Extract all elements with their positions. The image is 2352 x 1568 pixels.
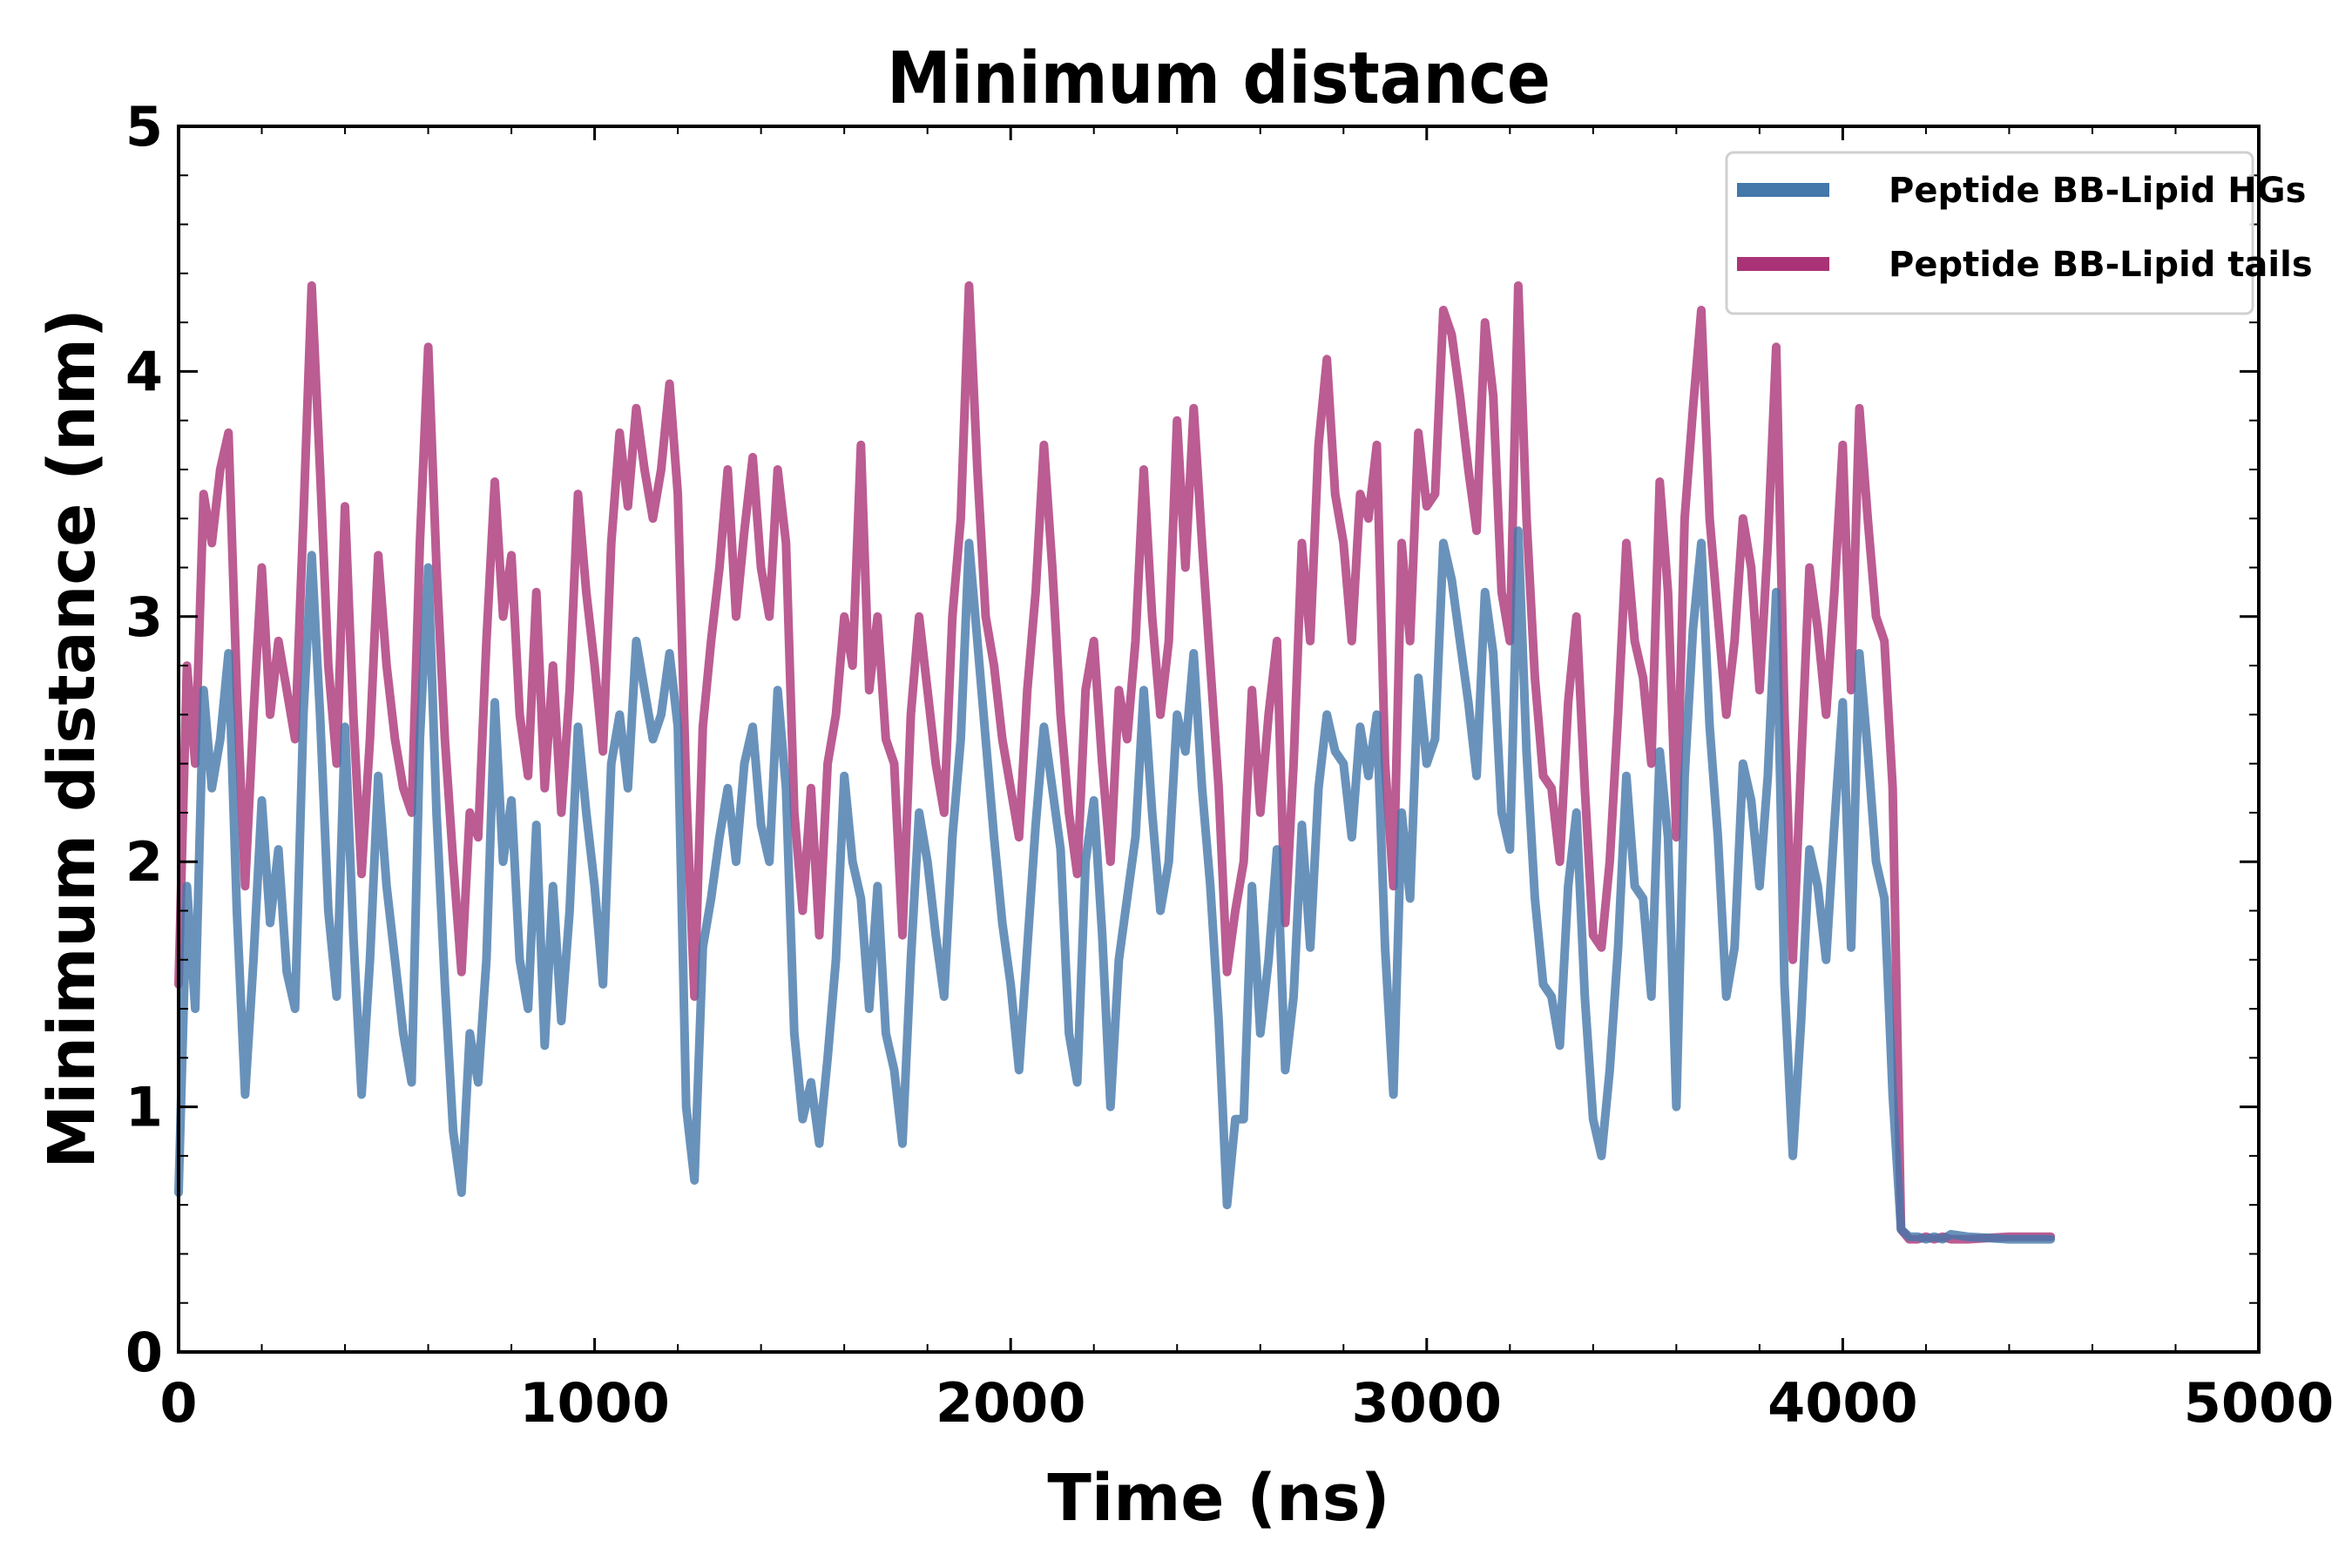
x-tick-label: 3000 <box>1352 1371 1503 1435</box>
y-tick-label: 3 <box>125 585 163 649</box>
series-layer <box>174 280 2056 1244</box>
x-tick-label: 0 <box>159 1371 197 1435</box>
x-tick-label: 1000 <box>519 1371 670 1435</box>
x-tick-label: 2000 <box>936 1371 1086 1435</box>
y-tick-label: 1 <box>125 1076 163 1139</box>
legend-label-tails: Peptide BB-Lipid tails <box>1889 245 2313 285</box>
y-tick-label: 4 <box>125 340 163 403</box>
chart-title: Minimum distance <box>887 37 1551 120</box>
plot-frame <box>177 125 2261 1354</box>
legend-box <box>1725 151 2254 315</box>
y-axis-label: Minimum distance (nm) <box>35 308 110 1168</box>
x-tick-label: 5000 <box>2184 1371 2335 1435</box>
series-line-0 <box>174 526 2056 1244</box>
legend-label-hgs: Peptide BB-Lipid HGs <box>1889 171 2306 211</box>
legend: Peptide BB-Lipid HGs Peptide BB-Lipid ta… <box>1725 151 2313 315</box>
y-tick-label: 0 <box>125 1321 163 1384</box>
x-tick-label: 4000 <box>1767 1371 1918 1435</box>
series-line-1 <box>174 280 2056 1244</box>
y-tick-label: 2 <box>125 830 163 894</box>
ticks-layer: 0 1000 2000 3000 4000 5000 0 1 2 3 4 5 <box>125 95 2334 1435</box>
y-tick-label: 5 <box>125 95 163 159</box>
x-axis-label: Time (ns) <box>1047 1461 1389 1536</box>
